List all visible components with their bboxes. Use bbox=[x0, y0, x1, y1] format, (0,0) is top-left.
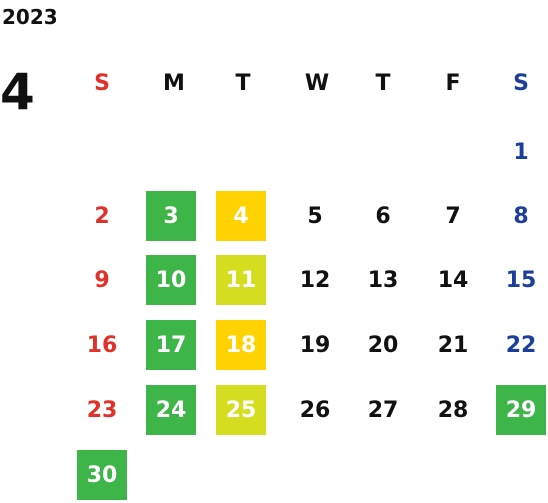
calendar-day[interactable]: 19 bbox=[299, 332, 331, 358]
calendar-day-highlighted[interactable]: 18 bbox=[216, 320, 266, 370]
calendar-day[interactable]: 8 bbox=[513, 203, 529, 229]
weekday-header-friday: F bbox=[445, 70, 461, 96]
calendar-day-highlighted[interactable]: 24 bbox=[146, 385, 196, 435]
calendar-day[interactable]: 5 bbox=[307, 203, 323, 229]
calendar-day[interactable]: 2 bbox=[94, 203, 110, 229]
calendar-day[interactable]: 1 bbox=[513, 139, 529, 165]
calendar-day[interactable]: 21 bbox=[437, 332, 469, 358]
calendar-day[interactable]: 16 bbox=[86, 332, 118, 358]
week-row: 9 10 11 12 13 14 15 bbox=[70, 255, 546, 305]
calendar-day[interactable]: 14 bbox=[437, 267, 469, 293]
calendar-day[interactable]: 12 bbox=[299, 267, 331, 293]
calendar-day[interactable]: 20 bbox=[367, 332, 399, 358]
calendar-day[interactable]: 7 bbox=[445, 203, 461, 229]
calendar-day[interactable]: 13 bbox=[367, 267, 399, 293]
weekday-header-wednesday: W bbox=[304, 70, 330, 96]
week-row: 30 bbox=[70, 450, 546, 500]
calendar-day-highlighted[interactable]: 17 bbox=[146, 320, 196, 370]
weekday-header-saturday: S bbox=[513, 70, 529, 96]
calendar-day-highlighted[interactable]: 3 bbox=[146, 191, 196, 241]
calendar-grid: S M T W T F S 1 2 3 4 5 6 7 8 9 10 11 12 13 14 15 16 17 1… bbox=[70, 58, 546, 500]
calendar-day[interactable]: 23 bbox=[86, 397, 118, 423]
weekday-header-tuesday: T bbox=[235, 70, 251, 96]
weekday-header-sunday: S bbox=[94, 70, 110, 96]
calendar-day[interactable]: 6 bbox=[375, 203, 391, 229]
calendar-day[interactable]: 27 bbox=[367, 397, 399, 423]
calendar-day[interactable]: 28 bbox=[437, 397, 469, 423]
calendar-day[interactable]: 15 bbox=[505, 267, 537, 293]
calendar-day[interactable]: 22 bbox=[505, 332, 537, 358]
week-row: 23 24 25 26 27 28 29 bbox=[70, 385, 546, 435]
month-label: 4 bbox=[0, 63, 35, 121]
weekday-header-monday: M bbox=[163, 70, 185, 96]
year-label: 2023 bbox=[2, 5, 58, 29]
calendar-day-highlighted[interactable]: 10 bbox=[146, 255, 196, 305]
calendar-day-highlighted[interactable]: 30 bbox=[77, 450, 127, 500]
calendar-day[interactable]: 26 bbox=[299, 397, 331, 423]
week-row: 16 17 18 19 20 21 22 bbox=[70, 320, 546, 370]
weekday-header-row: S M T W T F S bbox=[70, 58, 546, 108]
week-row: 1 bbox=[70, 127, 546, 177]
calendar-day-highlighted[interactable]: 25 bbox=[216, 385, 266, 435]
calendar-day-highlighted[interactable]: 29 bbox=[496, 385, 546, 435]
calendar-day-highlighted[interactable]: 4 bbox=[216, 191, 266, 241]
calendar-day-highlighted[interactable]: 11 bbox=[216, 255, 266, 305]
weekday-header-thursday: T bbox=[375, 70, 391, 96]
calendar-day[interactable]: 9 bbox=[94, 267, 110, 293]
